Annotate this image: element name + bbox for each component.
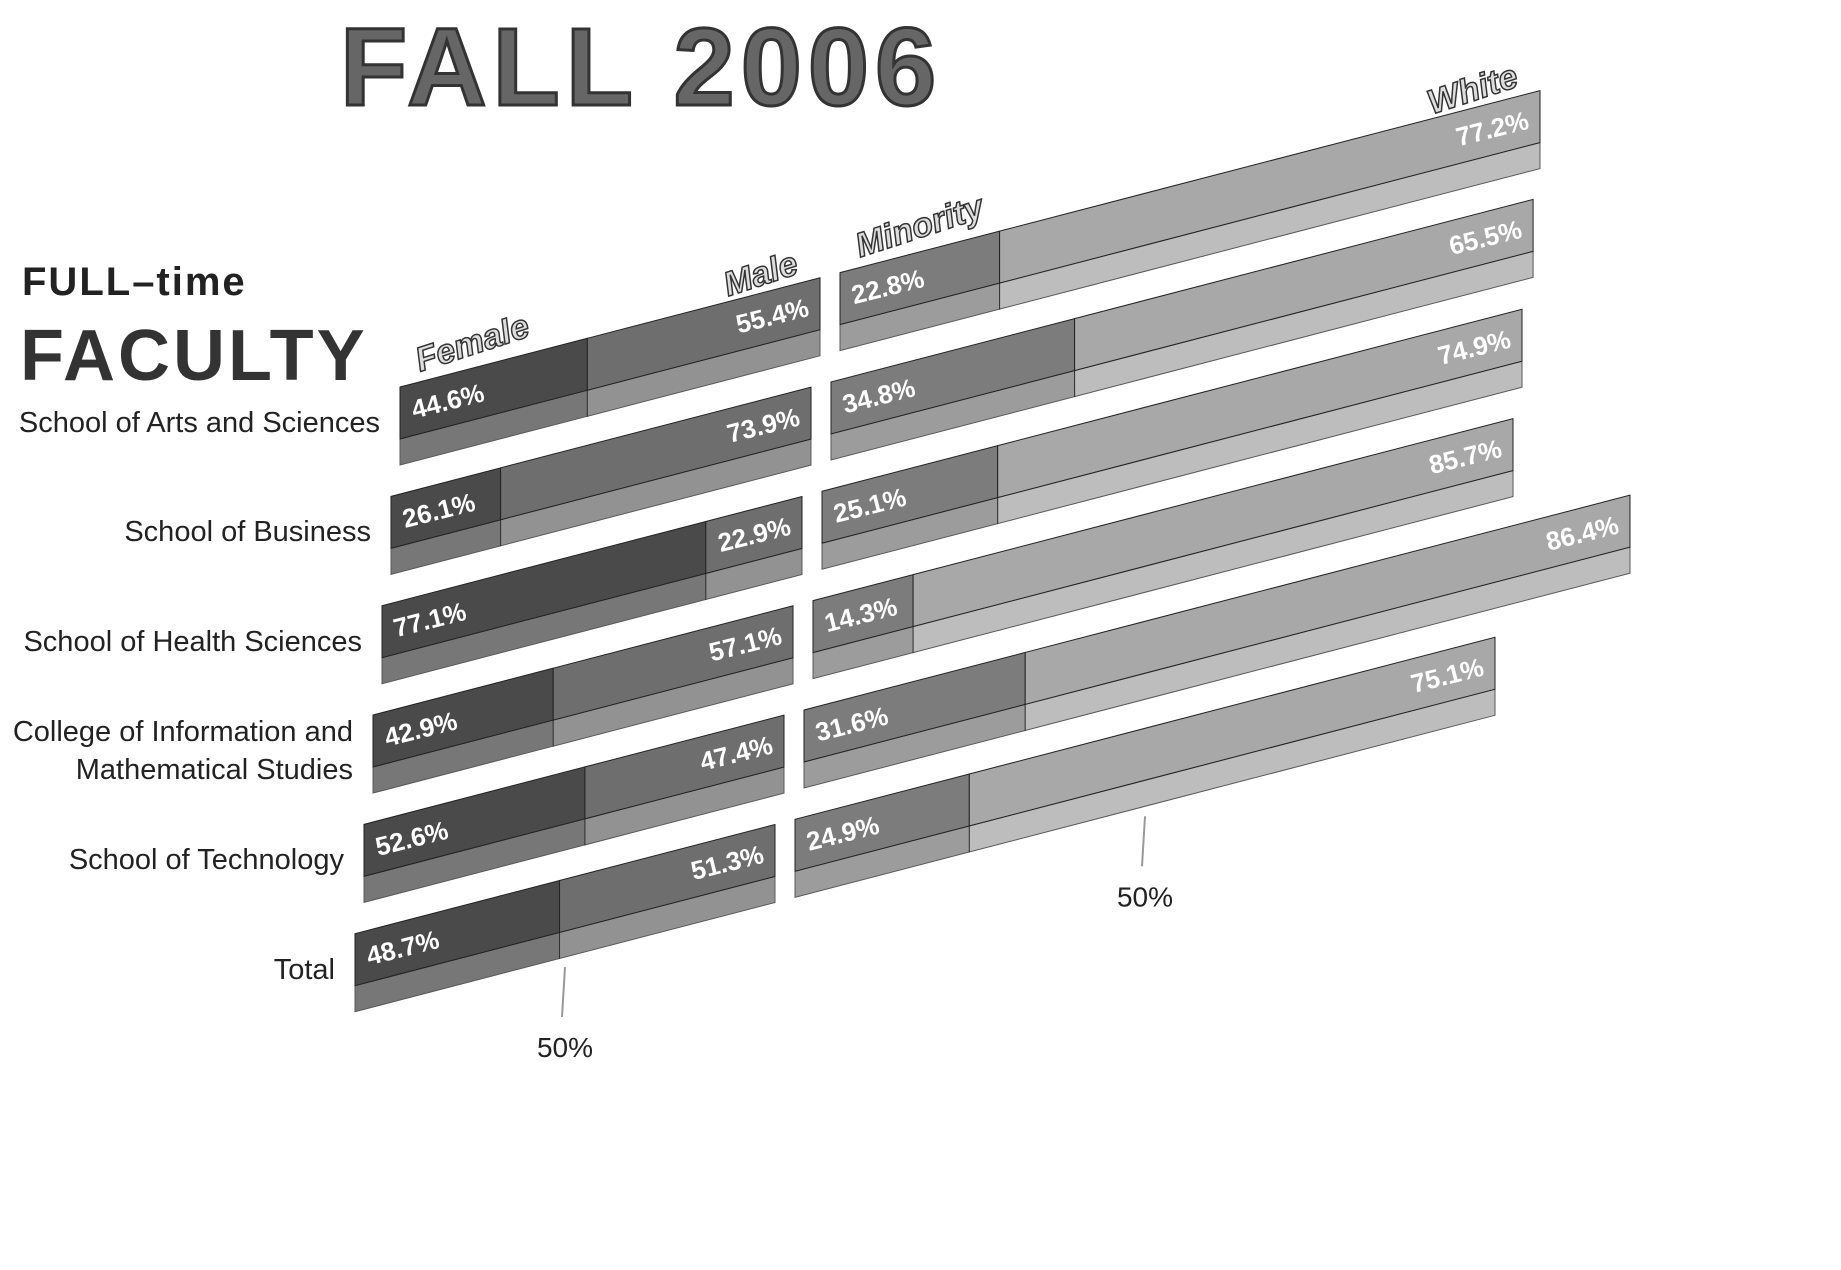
bar-segment bbox=[830, 317, 1076, 461]
bar-segment bbox=[803, 651, 1026, 789]
bar-side bbox=[500, 438, 812, 547]
category-label: School of Arts and Sciences bbox=[18, 407, 380, 439]
tick-mark bbox=[1141, 816, 1146, 867]
chart-title: FALL 2006 bbox=[340, 6, 942, 129]
category-label: Total bbox=[273, 953, 335, 986]
subtitle: FACULTY bbox=[20, 316, 368, 396]
category-label: School of Business bbox=[124, 516, 371, 549]
bar-side bbox=[1074, 250, 1534, 398]
x-tick-label: 50% bbox=[1117, 881, 1173, 912]
bar-segment bbox=[997, 308, 1523, 525]
bar-segment bbox=[1024, 494, 1631, 732]
bar-segment bbox=[552, 605, 794, 747]
category-label: College of Information and Mathematical … bbox=[12, 716, 353, 787]
category-label: School of Health Sciences bbox=[23, 625, 362, 658]
bar-segment bbox=[705, 495, 803, 601]
bar-side bbox=[705, 547, 803, 601]
tick-mark bbox=[561, 967, 566, 1018]
bar-side bbox=[586, 329, 821, 417]
bar-side bbox=[968, 688, 1496, 853]
bar-side bbox=[584, 766, 785, 846]
subtitle: FULL–time bbox=[22, 260, 247, 304]
bar-segment bbox=[584, 714, 785, 846]
bar-segment bbox=[812, 573, 914, 680]
bar-segment bbox=[968, 636, 1496, 853]
category-label: School of Technology bbox=[68, 844, 344, 877]
bar-side bbox=[552, 657, 794, 747]
bar-segment bbox=[1074, 198, 1534, 398]
bar-segment bbox=[912, 417, 1514, 654]
bar-side bbox=[912, 469, 1514, 654]
bar-side bbox=[999, 141, 1541, 310]
bar-segment bbox=[559, 823, 776, 960]
bar-segment bbox=[586, 277, 821, 417]
bar-side bbox=[997, 360, 1523, 525]
bar-side bbox=[1024, 546, 1631, 732]
bar-side bbox=[559, 875, 776, 960]
bar-segment bbox=[999, 89, 1541, 310]
bar-segment bbox=[500, 386, 812, 547]
x-tick-label: 50% bbox=[537, 1032, 593, 1063]
